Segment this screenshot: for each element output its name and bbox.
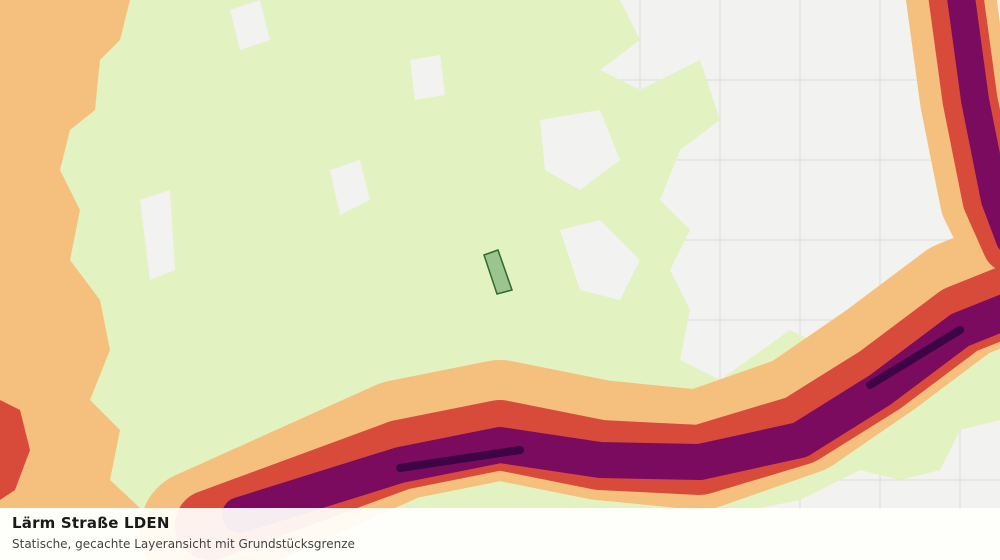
noise-zone-high-left: [0, 400, 30, 500]
noise-zone-medium: [0, 0, 140, 508]
noise-zone-gaps: [140, 0, 640, 300]
layer-subtitle: Statische, gecachte Layeransicht mit Gru…: [12, 537, 355, 551]
road-noise: [140, 0, 1000, 560]
caption: Lärm Straße LDEN Statische, gecachte Lay…: [0, 508, 1000, 560]
parcel-boundary[interactable]: [483, 249, 513, 295]
layer-title: Lärm Straße LDEN: [12, 514, 170, 532]
